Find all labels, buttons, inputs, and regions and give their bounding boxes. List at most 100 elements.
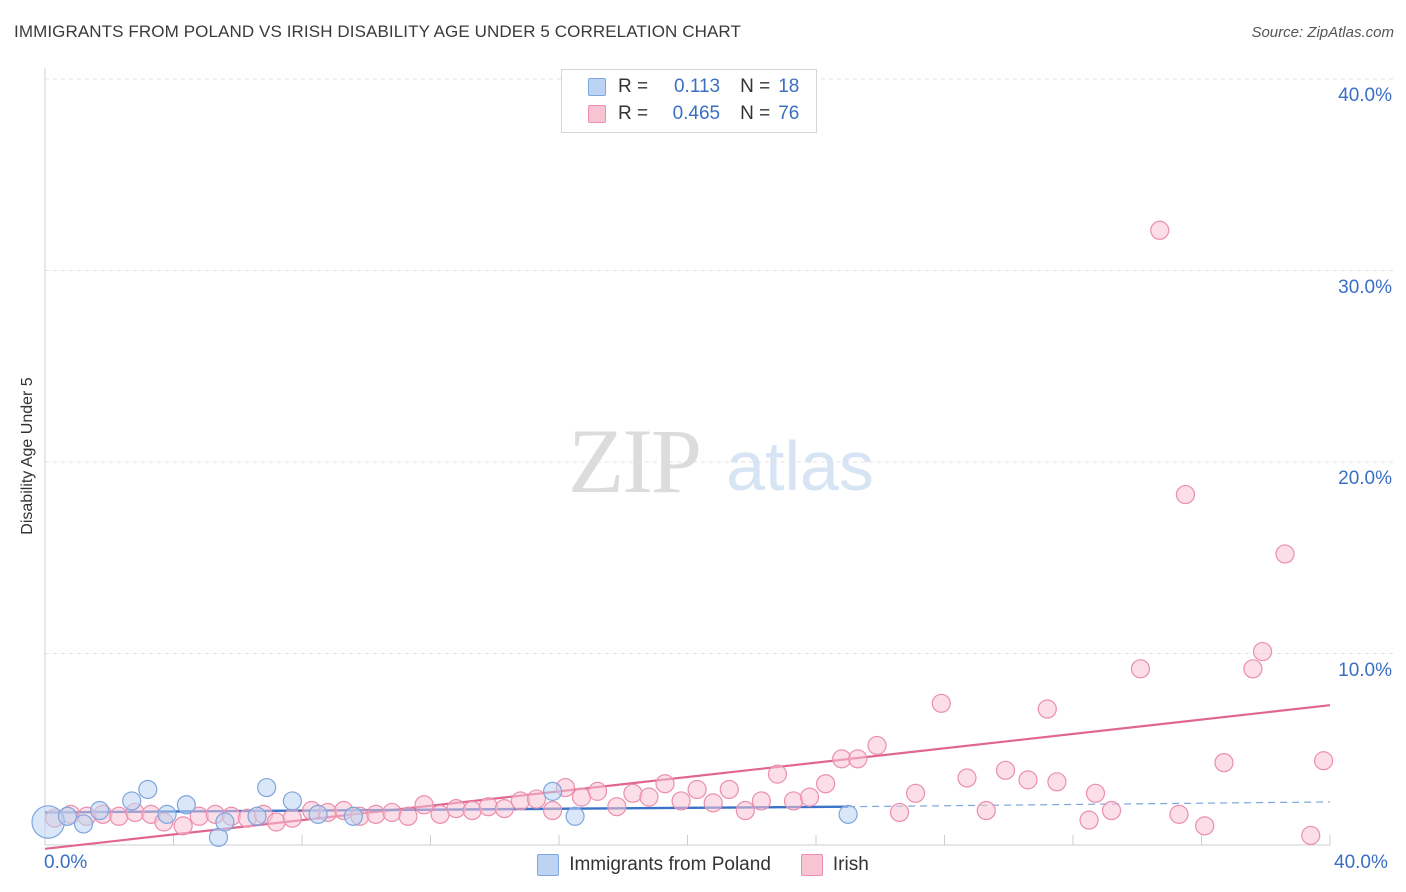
irish-point-54 bbox=[931, 693, 951, 713]
irish-trend-line bbox=[44, 704, 1331, 850]
irish-point-66 bbox=[1169, 804, 1189, 824]
irish-point-26 bbox=[462, 800, 482, 821]
poland-point-4 bbox=[122, 791, 142, 811]
irish-point-49 bbox=[832, 749, 852, 769]
irish-legend-label: Irish bbox=[832, 854, 869, 875]
r-label: R = bbox=[618, 76, 649, 97]
poland-point-3 bbox=[90, 800, 110, 821]
irish-point-65 bbox=[1150, 220, 1170, 240]
poland-point-10 bbox=[247, 806, 267, 826]
irish-point-40 bbox=[687, 779, 707, 800]
correlation-legend: R = 0.113 N = 18 R = 0.465 N = 76 bbox=[561, 69, 817, 133]
poland-point-12 bbox=[282, 791, 302, 811]
irish-point-59 bbox=[1037, 699, 1057, 719]
y-tick-label-40: 40.0% bbox=[1338, 85, 1392, 106]
irish-point-37 bbox=[639, 787, 659, 807]
irish-legend-swatch bbox=[800, 854, 823, 876]
irish-point-57 bbox=[995, 760, 1016, 780]
trend-lines bbox=[44, 704, 1331, 850]
axes bbox=[44, 68, 1331, 846]
chart-title: IMMIGRANTS FROM POLAND VS IRISH DISABILI… bbox=[14, 22, 741, 41]
y-tick-label-10: 10.0% bbox=[1338, 659, 1392, 681]
irish-point-8 bbox=[173, 816, 193, 836]
poland-point-9 bbox=[215, 812, 235, 832]
gridlines bbox=[45, 78, 1395, 654]
irish-point-22 bbox=[398, 806, 418, 826]
irish-point-50 bbox=[848, 749, 868, 769]
poland-point-16 bbox=[565, 806, 585, 826]
irish-point-55 bbox=[957, 768, 977, 788]
irish-point-44 bbox=[751, 791, 771, 811]
irish-point-34 bbox=[587, 781, 608, 801]
x-tick-label-max: 40.0% bbox=[1334, 852, 1388, 873]
poland-swatch bbox=[588, 78, 606, 96]
irish-point-20 bbox=[366, 804, 386, 824]
irish-point-48 bbox=[816, 774, 836, 794]
irish-point-28 bbox=[494, 799, 514, 819]
x-tick-label-min: 0.0% bbox=[44, 852, 88, 873]
irish-point-62 bbox=[1085, 783, 1106, 803]
irish-point-4 bbox=[109, 806, 129, 826]
irish-point-70 bbox=[1243, 659, 1263, 679]
n-label: N = bbox=[740, 103, 771, 124]
poland-point-1 bbox=[57, 806, 78, 826]
irish-point-72 bbox=[1275, 544, 1295, 564]
irish-n-value: 76 bbox=[778, 103, 800, 124]
irish-point-43 bbox=[735, 800, 755, 821]
irish-point-71 bbox=[1252, 641, 1273, 662]
irish-point-47 bbox=[799, 787, 820, 807]
irish-point-46 bbox=[783, 791, 804, 811]
irish-point-36 bbox=[623, 783, 643, 803]
poland-legend-swatch bbox=[537, 854, 560, 876]
irish-point-69 bbox=[1214, 753, 1234, 773]
irish-point-38 bbox=[655, 774, 675, 794]
poland-trend-extension bbox=[848, 801, 1331, 808]
watermark-zip: ZIP bbox=[568, 410, 700, 512]
irish-point-24 bbox=[430, 804, 450, 824]
irish-point-21 bbox=[382, 802, 402, 823]
poland-point-7 bbox=[176, 795, 196, 815]
poland-point-2 bbox=[73, 814, 94, 834]
irish-point-63 bbox=[1101, 800, 1122, 821]
irish-point-60 bbox=[1047, 772, 1067, 792]
data-points bbox=[31, 220, 1334, 847]
irish-point-30 bbox=[526, 789, 547, 809]
irish-r-value: 0.465 bbox=[672, 103, 721, 124]
irish-point-68 bbox=[1195, 816, 1215, 836]
irish-point-42 bbox=[719, 779, 739, 800]
irish-point-39 bbox=[671, 791, 691, 811]
poland-point-0 bbox=[31, 805, 66, 839]
poland-point-17 bbox=[838, 804, 858, 824]
poland-point-6 bbox=[157, 804, 177, 824]
poland-point-5 bbox=[138, 779, 158, 800]
irish-swatch bbox=[588, 105, 606, 123]
irish-point-61 bbox=[1079, 810, 1099, 830]
legend-item-poland: Immigrants from Poland bbox=[537, 854, 771, 876]
irish-point-64 bbox=[1130, 659, 1151, 679]
poland-point-14 bbox=[343, 806, 363, 826]
poland-point-13 bbox=[308, 804, 328, 824]
irish-point-67 bbox=[1175, 484, 1196, 505]
irish-point-25 bbox=[446, 799, 466, 819]
irish-point-53 bbox=[905, 783, 926, 803]
irish-point-29 bbox=[510, 791, 531, 811]
irish-point-56 bbox=[976, 800, 996, 821]
irish-point-35 bbox=[607, 797, 627, 817]
irish-point-51 bbox=[867, 735, 887, 756]
irish-point-74 bbox=[1313, 751, 1334, 771]
irish-point-15 bbox=[282, 808, 302, 828]
legend-row-irish: R = 0.465 N = 76 bbox=[562, 101, 816, 127]
irish-point-23 bbox=[414, 795, 434, 815]
irish-point-73 bbox=[1301, 825, 1321, 846]
legend-row-poland: R = 0.113 N = 18 bbox=[562, 74, 816, 100]
irish-point-41 bbox=[703, 793, 723, 813]
legend-item-irish: Irish bbox=[800, 854, 869, 876]
y-tick-label-30: 30.0% bbox=[1338, 276, 1392, 298]
poland-point-11 bbox=[257, 777, 277, 798]
poland-r-value: 0.113 bbox=[673, 76, 721, 97]
r-label: R = bbox=[618, 103, 649, 124]
irish-point-58 bbox=[1018, 770, 1038, 790]
irish-point-52 bbox=[889, 802, 910, 823]
irish-point-31 bbox=[542, 800, 563, 821]
